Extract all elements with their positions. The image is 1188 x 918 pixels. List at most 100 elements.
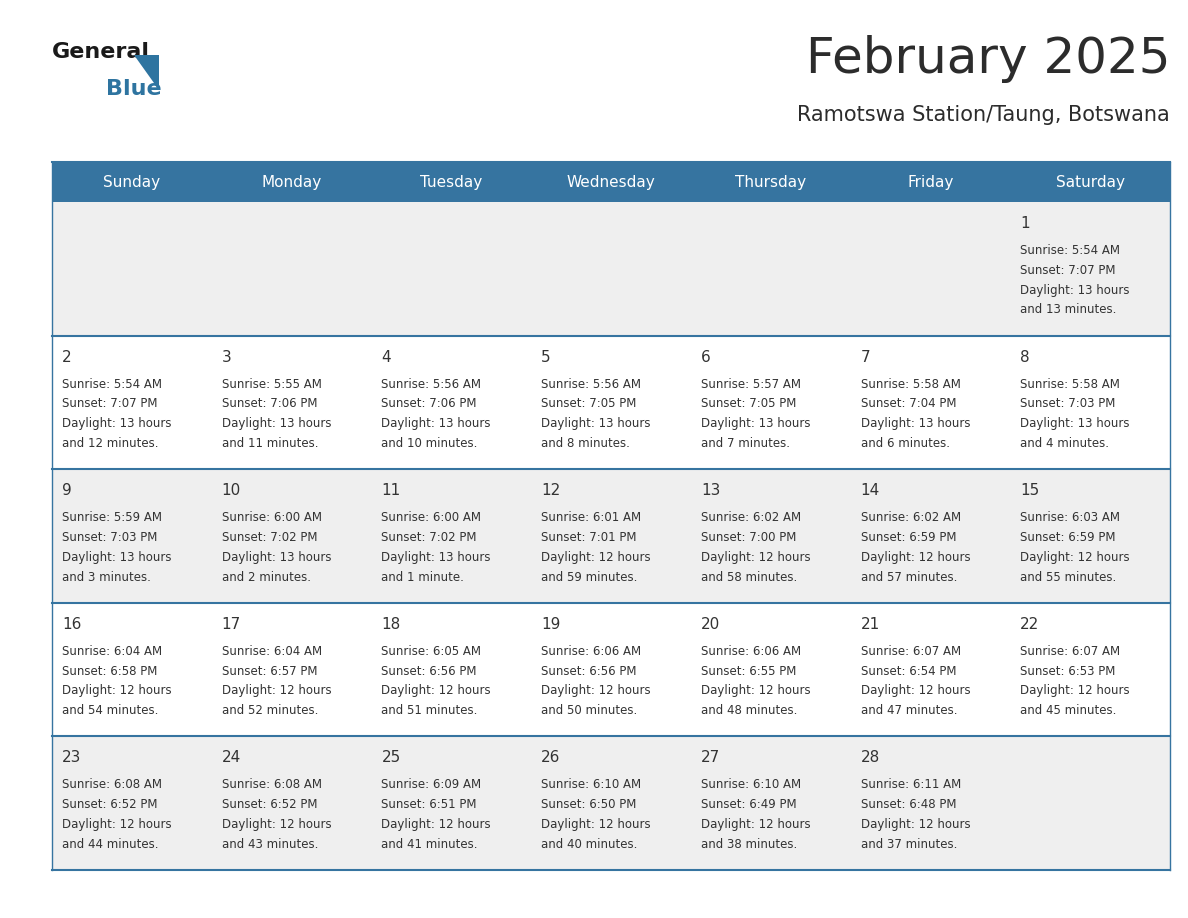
Text: Sunset: 7:03 PM: Sunset: 7:03 PM <box>1020 397 1116 410</box>
Text: 8: 8 <box>1020 350 1030 364</box>
Text: Daylight: 13 hours: Daylight: 13 hours <box>542 417 651 431</box>
Text: Sunset: 6:54 PM: Sunset: 6:54 PM <box>860 665 956 677</box>
Text: and 45 minutes.: and 45 minutes. <box>1020 704 1117 717</box>
Text: Daylight: 12 hours: Daylight: 12 hours <box>222 818 331 831</box>
Text: Sunrise: 5:58 AM: Sunrise: 5:58 AM <box>860 377 960 390</box>
Text: and 38 minutes.: and 38 minutes. <box>701 838 797 851</box>
Text: 19: 19 <box>542 617 561 632</box>
Text: Sunset: 7:07 PM: Sunset: 7:07 PM <box>62 397 158 410</box>
Text: Sunset: 6:55 PM: Sunset: 6:55 PM <box>701 665 796 677</box>
Text: Daylight: 13 hours: Daylight: 13 hours <box>1020 284 1130 297</box>
Text: Daylight: 13 hours: Daylight: 13 hours <box>701 417 810 431</box>
Text: 7: 7 <box>860 350 870 364</box>
Text: and 55 minutes.: and 55 minutes. <box>1020 571 1117 584</box>
Text: Daylight: 12 hours: Daylight: 12 hours <box>860 818 971 831</box>
Text: and 7 minutes.: and 7 minutes. <box>701 437 790 450</box>
Text: Daylight: 12 hours: Daylight: 12 hours <box>701 685 810 698</box>
Text: Ramotswa Station/Taung, Botswana: Ramotswa Station/Taung, Botswana <box>797 105 1170 125</box>
Text: and 48 minutes.: and 48 minutes. <box>701 704 797 717</box>
Text: and 51 minutes.: and 51 minutes. <box>381 704 478 717</box>
Text: Sunset: 6:53 PM: Sunset: 6:53 PM <box>1020 665 1116 677</box>
Text: 20: 20 <box>701 617 720 632</box>
Text: 4: 4 <box>381 350 391 364</box>
Text: Sunrise: 6:09 AM: Sunrise: 6:09 AM <box>381 778 481 791</box>
Text: Wednesday: Wednesday <box>567 174 656 189</box>
Text: and 12 minutes.: and 12 minutes. <box>62 437 158 450</box>
Text: Daylight: 13 hours: Daylight: 13 hours <box>381 551 491 564</box>
Text: 15: 15 <box>1020 483 1040 498</box>
Text: Daylight: 12 hours: Daylight: 12 hours <box>542 685 651 698</box>
Text: Daylight: 13 hours: Daylight: 13 hours <box>1020 417 1130 431</box>
Text: 23: 23 <box>62 750 81 766</box>
Text: Thursday: Thursday <box>735 174 807 189</box>
Text: Sunrise: 6:00 AM: Sunrise: 6:00 AM <box>222 511 322 524</box>
Text: Sunrise: 5:54 AM: Sunrise: 5:54 AM <box>1020 244 1120 257</box>
Text: Monday: Monday <box>261 174 322 189</box>
Bar <box>52 469 1170 603</box>
Text: 10: 10 <box>222 483 241 498</box>
Text: 14: 14 <box>860 483 880 498</box>
Text: and 47 minutes.: and 47 minutes. <box>860 704 958 717</box>
Text: Saturday: Saturday <box>1056 174 1125 189</box>
Text: Daylight: 12 hours: Daylight: 12 hours <box>222 685 331 698</box>
Text: Sunset: 7:07 PM: Sunset: 7:07 PM <box>1020 263 1116 277</box>
Text: 5: 5 <box>542 350 551 364</box>
Bar <box>52 336 1170 469</box>
Text: Sunset: 7:06 PM: Sunset: 7:06 PM <box>222 397 317 410</box>
Polygon shape <box>134 55 159 90</box>
Text: Sunset: 7:06 PM: Sunset: 7:06 PM <box>381 397 476 410</box>
Text: Sunrise: 6:11 AM: Sunrise: 6:11 AM <box>860 778 961 791</box>
Text: Sunrise: 6:07 AM: Sunrise: 6:07 AM <box>860 644 961 658</box>
Text: and 40 minutes.: and 40 minutes. <box>542 838 638 851</box>
Text: 16: 16 <box>62 617 81 632</box>
Text: 22: 22 <box>1020 617 1040 632</box>
Text: Daylight: 12 hours: Daylight: 12 hours <box>860 551 971 564</box>
Text: and 58 minutes.: and 58 minutes. <box>701 571 797 584</box>
Text: 21: 21 <box>860 617 880 632</box>
Text: 9: 9 <box>62 483 71 498</box>
Text: Sunrise: 5:56 AM: Sunrise: 5:56 AM <box>381 377 481 390</box>
Text: and 2 minutes.: and 2 minutes. <box>222 571 311 584</box>
Text: Sunrise: 5:54 AM: Sunrise: 5:54 AM <box>62 377 162 390</box>
Text: Daylight: 12 hours: Daylight: 12 hours <box>1020 685 1130 698</box>
Text: Daylight: 12 hours: Daylight: 12 hours <box>62 818 171 831</box>
Bar <box>52 603 1170 736</box>
Text: Daylight: 12 hours: Daylight: 12 hours <box>1020 551 1130 564</box>
Text: and 10 minutes.: and 10 minutes. <box>381 437 478 450</box>
Text: 28: 28 <box>860 750 880 766</box>
Text: and 52 minutes.: and 52 minutes. <box>222 704 318 717</box>
Text: Daylight: 12 hours: Daylight: 12 hours <box>701 818 810 831</box>
Text: 11: 11 <box>381 483 400 498</box>
Text: Daylight: 13 hours: Daylight: 13 hours <box>62 551 171 564</box>
Text: Sunrise: 6:04 AM: Sunrise: 6:04 AM <box>222 644 322 658</box>
Text: Daylight: 12 hours: Daylight: 12 hours <box>860 685 971 698</box>
Bar <box>52 736 1170 870</box>
Text: Sunset: 7:05 PM: Sunset: 7:05 PM <box>701 397 796 410</box>
Text: Sunset: 6:50 PM: Sunset: 6:50 PM <box>542 798 637 812</box>
Text: and 37 minutes.: and 37 minutes. <box>860 838 958 851</box>
Text: Sunrise: 5:59 AM: Sunrise: 5:59 AM <box>62 511 162 524</box>
Text: Sunrise: 6:07 AM: Sunrise: 6:07 AM <box>1020 644 1120 658</box>
Text: Daylight: 13 hours: Daylight: 13 hours <box>222 551 331 564</box>
Text: Sunset: 6:52 PM: Sunset: 6:52 PM <box>62 798 158 812</box>
Text: 2: 2 <box>62 350 71 364</box>
Text: Sunset: 6:48 PM: Sunset: 6:48 PM <box>860 798 956 812</box>
Text: Sunrise: 5:57 AM: Sunrise: 5:57 AM <box>701 377 801 390</box>
Text: and 1 minute.: and 1 minute. <box>381 571 465 584</box>
Text: Sunset: 6:56 PM: Sunset: 6:56 PM <box>542 665 637 677</box>
Text: Sunset: 7:02 PM: Sunset: 7:02 PM <box>222 531 317 544</box>
Text: Sunrise: 6:02 AM: Sunrise: 6:02 AM <box>701 511 801 524</box>
Text: Sunrise: 6:04 AM: Sunrise: 6:04 AM <box>62 644 162 658</box>
Text: 13: 13 <box>701 483 720 498</box>
Text: Sunset: 6:51 PM: Sunset: 6:51 PM <box>381 798 476 812</box>
Text: Daylight: 12 hours: Daylight: 12 hours <box>62 685 171 698</box>
Text: 24: 24 <box>222 750 241 766</box>
Text: Sunset: 6:56 PM: Sunset: 6:56 PM <box>381 665 476 677</box>
Text: Sunset: 7:05 PM: Sunset: 7:05 PM <box>542 397 637 410</box>
Text: Sunrise: 5:56 AM: Sunrise: 5:56 AM <box>542 377 642 390</box>
Text: Daylight: 12 hours: Daylight: 12 hours <box>381 685 491 698</box>
Text: 17: 17 <box>222 617 241 632</box>
Text: Sunrise: 6:10 AM: Sunrise: 6:10 AM <box>701 778 801 791</box>
Text: Daylight: 13 hours: Daylight: 13 hours <box>62 417 171 431</box>
Text: Daylight: 13 hours: Daylight: 13 hours <box>860 417 971 431</box>
